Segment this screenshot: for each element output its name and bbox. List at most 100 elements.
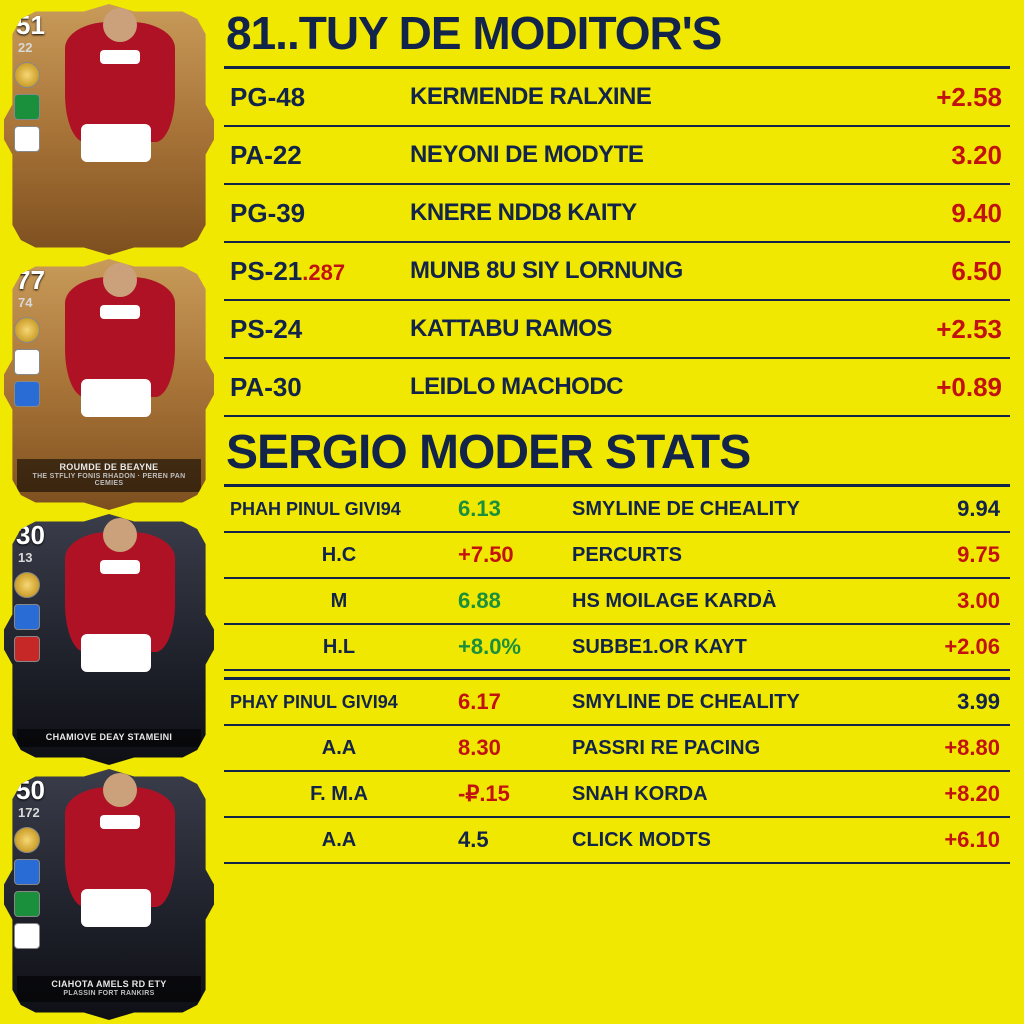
table-row: PG-48KERMENDE RALXINE+2.58 — [224, 69, 1010, 127]
stat-right-label: SNAH KORDA — [564, 783, 910, 806]
stat-left-label: A.A — [224, 737, 454, 760]
badge-icon — [14, 636, 40, 662]
card-subrating: 172 — [18, 805, 40, 820]
stat-left-value: +8.0% — [454, 634, 564, 660]
badge-icon — [14, 604, 40, 630]
player-card-2[interactable]: 77 74 ROUMDE DE BEAYNE THE STFLIY FONIS … — [4, 259, 214, 510]
stat-right-value: +8.80 — [910, 735, 1010, 761]
card-rating: 30 — [16, 524, 45, 547]
card-rating: 77 — [16, 269, 45, 292]
stats-row: H.C+7.50PERCURTS9.75 — [224, 533, 1010, 579]
player-card-1[interactable]: 51 22 — [4, 4, 214, 255]
stat-left-label: A.A — [224, 829, 454, 852]
card-badges — [14, 317, 40, 407]
card-rating: 50 — [16, 779, 45, 802]
club-badge-icon — [14, 572, 40, 598]
stat-right-value: 3.99 — [910, 689, 1010, 715]
card-subtitle: PLASSIN FORT RANKIRS — [19, 990, 200, 998]
stats-row: A.A8.30PASSRI RE PACING+8.80 — [224, 726, 1010, 772]
row-label: NEYONI DE MODYTE — [410, 141, 892, 169]
badge-icon — [14, 349, 40, 375]
card-name: ROUMDE DE BEAYNE — [60, 462, 159, 472]
stat-left-value: 6.13 — [454, 496, 564, 522]
club-badge-icon — [14, 827, 40, 853]
main-panel: 81..TUY DE MODITOR'S PG-48KERMENDE RALXI… — [214, 0, 1024, 1024]
card-badges — [14, 827, 40, 949]
stat-right-label: PASSRI RE PACING — [564, 737, 910, 760]
row-label: KNERE NDD8 KAITY — [410, 199, 892, 227]
row-code: PA-30 — [230, 372, 410, 403]
stat-right-value: +2.06 — [910, 634, 1010, 660]
stats-header-row: PHAH PINUL GIVI946.13SMYLINE DE CHEALITY… — [224, 487, 1010, 533]
card-name: CIAHOTA AMELS RD ETY — [51, 979, 166, 989]
stat-right-value: +8.20 — [910, 781, 1010, 807]
card-badges — [14, 62, 40, 152]
stat-left-value: -₽.15 — [454, 781, 564, 807]
card-badges — [14, 572, 40, 662]
row-code: PA-22 — [230, 140, 410, 171]
badge-icon — [14, 381, 40, 407]
stat-right-value: 3.00 — [910, 588, 1010, 614]
stat-left-value: 4.5 — [454, 827, 564, 853]
player-card-sidebar: 51 22 77 74 ROUMDE DE BEAYNE THE STFLI — [0, 0, 214, 1024]
row-value: 6.50 — [892, 256, 1002, 287]
table-row: PG-39KNERE NDD8 KAITY9.40 — [224, 185, 1010, 243]
row-value: +2.58 — [892, 82, 1002, 113]
stat-right-value: 9.75 — [910, 542, 1010, 568]
table-row: PA-30LEIDLO MACHODC+0.89 — [224, 359, 1010, 417]
table-row: PS-24KATTABU RAMOS+2.53 — [224, 301, 1010, 359]
badge-icon — [14, 126, 40, 152]
stat-left-label: PHAH PINUL GIVI94 — [224, 499, 454, 520]
stats-row: H.L+8.0%SUBBE1.OR KAYT+2.06 — [224, 625, 1010, 671]
stats-row: M6.88HS MOILAGE KARDÀ3.00 — [224, 579, 1010, 625]
table-row: PS-21.287MUNB 8U SIY LORNUNG6.50 — [224, 243, 1010, 301]
row-value: +0.89 — [892, 372, 1002, 403]
stat-right-value: +6.10 — [910, 827, 1010, 853]
badge-icon — [14, 923, 40, 949]
row-code: PG-39 — [230, 198, 410, 229]
stats-header-row: PHAY PINUL GIVI946.17SMYLINE DE CHEALITY… — [224, 680, 1010, 726]
stat-left-label: H.C — [224, 544, 454, 567]
section-title-1: 81..TUY DE MODITOR'S — [224, 2, 1010, 66]
row-label: LEIDLO MACHODC — [410, 373, 892, 401]
moditor-table: PG-48KERMENDE RALXINE+2.58PA-22NEYONI DE… — [224, 66, 1010, 417]
stat-right-label: SUBBE1.OR KAYT — [564, 636, 910, 659]
row-label: MUNB 8U SIY LORNUNG — [410, 257, 892, 285]
stat-right-label: SMYLINE DE CHEALITY — [564, 691, 910, 714]
player-card-3[interactable]: 30 13 CHAMIOVE DEAY STAMEINI — [4, 514, 214, 765]
badge-icon — [14, 859, 40, 885]
stat-right-label: CLICK MODTS — [564, 829, 910, 852]
row-value: +2.53 — [892, 314, 1002, 345]
stat-right-value: 9.94 — [910, 496, 1010, 522]
stat-right-label: SMYLINE DE CHEALITY — [564, 498, 910, 521]
stat-right-label: PERCURTS — [564, 544, 910, 567]
table-row: PA-22NEYONI DE MODYTE3.20 — [224, 127, 1010, 185]
card-subrating: 13 — [18, 550, 32, 565]
section-title-2: SERGIO MODER STATS — [224, 417, 1010, 484]
badge-icon — [14, 94, 40, 120]
card-name-banner: CIAHOTA AMELS RD ETY PLASSIN FORT RANKIR… — [17, 976, 202, 1002]
row-value: 3.20 — [892, 140, 1002, 171]
club-badge-icon — [14, 317, 40, 343]
card-rating: 51 — [16, 14, 45, 37]
row-code: PG-48 — [230, 82, 410, 113]
stats-row: F. M.A-₽.15SNAH KORDA+8.20 — [224, 772, 1010, 818]
stat-left-value: 6.17 — [454, 689, 564, 715]
row-label: KERMENDE RALXINE — [410, 83, 892, 111]
stat-left-label: M — [224, 590, 454, 613]
stat-left-value: 8.30 — [454, 735, 564, 761]
club-badge-icon — [14, 62, 40, 88]
stats-row: A.A4.5CLICK MODTS+6.10 — [224, 818, 1010, 864]
badge-icon — [14, 891, 40, 917]
card-name-banner: ROUMDE DE BEAYNE THE STFLIY FONIS RHADON… — [17, 459, 202, 492]
stat-left-label: H.L — [224, 636, 454, 659]
stats-table: PHAH PINUL GIVI946.13SMYLINE DE CHEALITY… — [224, 484, 1010, 864]
row-code: PS-21.287 — [230, 256, 410, 287]
stat-left-label: PHAY PINUL GIVI94 — [224, 692, 454, 713]
stat-left-value: 6.88 — [454, 588, 564, 614]
card-name-banner: CHAMIOVE DEAY STAMEINI — [17, 729, 202, 747]
card-subrating: 22 — [18, 40, 32, 55]
stat-left-label: F. M.A — [224, 783, 454, 806]
stat-left-value: +7.50 — [454, 542, 564, 568]
player-card-4[interactable]: 50 172 CIAHOTA AMELS RD ETY PLASSIN FORT… — [4, 769, 214, 1020]
